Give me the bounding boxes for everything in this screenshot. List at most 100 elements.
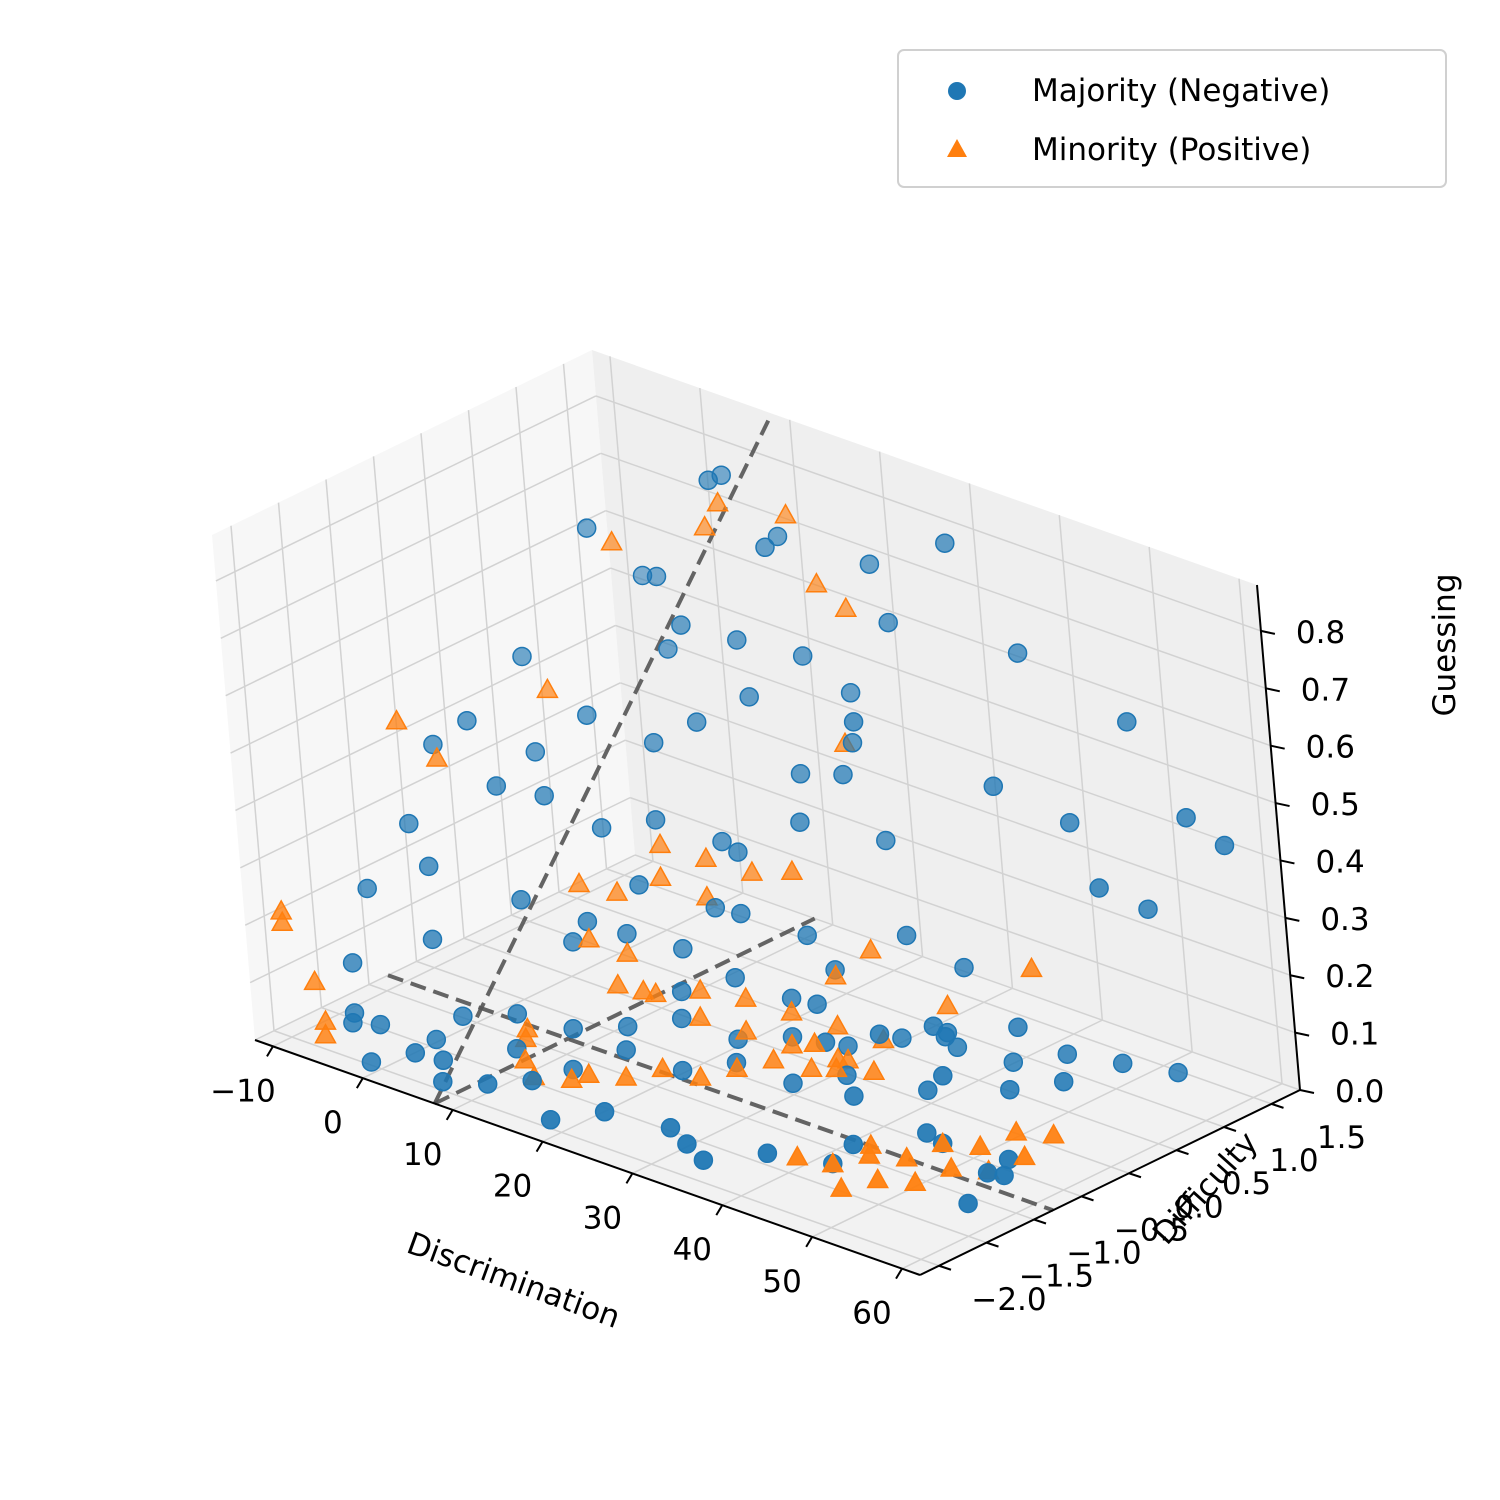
data-point-minority bbox=[425, 746, 449, 767]
data-point-minority bbox=[577, 1062, 600, 1083]
data-point-majority bbox=[998, 1149, 1019, 1170]
data-point-minority bbox=[688, 978, 712, 999]
data-point-majority bbox=[1007, 643, 1028, 663]
left-pane bbox=[212, 350, 635, 1040]
x-tick-mark bbox=[895, 1268, 903, 1280]
data-point-minority bbox=[513, 1048, 537, 1069]
grid-line-x-back bbox=[1238, 578, 1283, 1084]
x-tick-mark bbox=[535, 1141, 544, 1153]
grid-line-y-floor bbox=[558, 891, 1225, 1128]
data-point-majority bbox=[660, 1118, 681, 1138]
data-point-majority bbox=[672, 1060, 693, 1081]
z-tick-label: 0.2 bbox=[1325, 959, 1374, 995]
z-tick-label: 0.0 bbox=[1335, 1074, 1384, 1110]
data-point-majority bbox=[1000, 1079, 1020, 1100]
data-point-majority bbox=[844, 1086, 864, 1106]
data-point-majority bbox=[954, 957, 974, 978]
x-tick-mark bbox=[266, 1045, 274, 1057]
grid-line-z-left bbox=[220, 452, 602, 639]
data-point-majority bbox=[725, 967, 745, 988]
data-point-majority bbox=[705, 898, 726, 918]
data-point-minority bbox=[968, 1134, 992, 1156]
data-point-minority bbox=[1004, 1120, 1028, 1141]
data-point-minority bbox=[605, 880, 629, 901]
data-point-majority bbox=[617, 924, 637, 944]
z-tick-mark bbox=[1294, 1031, 1310, 1037]
data-point-minority bbox=[385, 709, 408, 730]
data-point-majority bbox=[1168, 1062, 1188, 1083]
data-point-majority bbox=[1112, 1053, 1133, 1074]
data-point-majority bbox=[1138, 899, 1158, 919]
grid-line-z-back bbox=[595, 395, 1262, 632]
grid-line-x-back bbox=[968, 483, 1014, 989]
y-tick-label: −1.0 bbox=[1066, 1236, 1141, 1272]
x-tick-label: 20 bbox=[493, 1169, 532, 1205]
data-point-majority bbox=[728, 842, 748, 862]
grid-line-x-floor bbox=[811, 1051, 1193, 1238]
data-point-majority bbox=[507, 1004, 528, 1024]
data-point-majority bbox=[1053, 1071, 1074, 1092]
data-point-majority bbox=[731, 903, 751, 924]
data-point-minority bbox=[303, 969, 326, 991]
y-tick-mark bbox=[1081, 1195, 1094, 1202]
y-tick-mark bbox=[1033, 1218, 1047, 1225]
data-point-majority bbox=[896, 925, 917, 946]
y-tick-mark bbox=[1128, 1172, 1142, 1179]
data-point-minority bbox=[725, 1056, 749, 1078]
z-tick-mark bbox=[1285, 916, 1300, 922]
z-tick-label: 0.8 bbox=[1296, 615, 1345, 651]
data-point-minority bbox=[1020, 956, 1043, 978]
grid-line-z-back bbox=[615, 624, 1281, 862]
legend-label-minority: Minority (Positive) bbox=[1032, 132, 1311, 168]
data-point-majority bbox=[797, 925, 817, 946]
data-point-minority bbox=[834, 596, 858, 618]
legend-frame bbox=[897, 49, 1447, 188]
grid-line-x-back bbox=[1148, 546, 1193, 1052]
data-point-minority bbox=[577, 927, 601, 948]
data-point-minority bbox=[694, 846, 718, 867]
data-point-minority bbox=[614, 1065, 638, 1086]
data-point-majority bbox=[671, 615, 691, 635]
data-point-majority bbox=[591, 818, 612, 838]
data-point-majority bbox=[1089, 878, 1109, 898]
grid-line-y-floor bbox=[416, 960, 1082, 1198]
data-point-majority bbox=[918, 1080, 938, 1101]
grid-line-y-left bbox=[372, 456, 418, 962]
data-point-minority bbox=[734, 1019, 758, 1040]
dashed-line-discrimination-boundary bbox=[387, 973, 1054, 1213]
data-point-majority bbox=[983, 776, 1004, 797]
grid-line-y-floor bbox=[368, 983, 1035, 1221]
grid-line-x-back bbox=[609, 356, 654, 862]
data-point-minority bbox=[689, 1065, 712, 1086]
data-point-majority bbox=[876, 830, 896, 851]
data-points bbox=[269, 465, 1235, 1214]
z-axis-line bbox=[1256, 584, 1301, 1091]
data-point-majority bbox=[698, 470, 718, 491]
data-point-majority bbox=[658, 639, 678, 659]
x-axis-line bbox=[254, 1039, 921, 1276]
data-point-majority bbox=[453, 1006, 473, 1026]
data-point-majority bbox=[522, 1070, 542, 1091]
grid-line-z-back bbox=[605, 509, 1271, 747]
data-point-majority bbox=[477, 1074, 498, 1094]
grid-line-x-back bbox=[788, 419, 834, 925]
data-point-minority bbox=[314, 1023, 337, 1044]
data-point-majority bbox=[842, 733, 863, 753]
data-point-majority bbox=[933, 1066, 953, 1086]
data-point-majority bbox=[577, 911, 598, 932]
data-point-majority bbox=[671, 981, 692, 1002]
y-tick-label: 1.5 bbox=[1317, 1120, 1366, 1156]
grid-line-y-left bbox=[325, 479, 370, 985]
x-tick-mark bbox=[355, 1077, 364, 1089]
y-tick-label: −1.5 bbox=[1019, 1259, 1094, 1295]
data-point-majority bbox=[418, 856, 439, 877]
data-point-majority bbox=[422, 929, 443, 950]
y-tick-label: 1.0 bbox=[1269, 1143, 1318, 1179]
data-point-minority bbox=[651, 1056, 674, 1078]
data-point-majority bbox=[616, 1040, 636, 1060]
z-tick-mark bbox=[1280, 859, 1295, 865]
data-point-majority bbox=[790, 764, 811, 784]
data-point-majority bbox=[807, 994, 827, 1014]
data-point-minority bbox=[895, 1146, 918, 1167]
data-point-minority bbox=[649, 865, 672, 886]
